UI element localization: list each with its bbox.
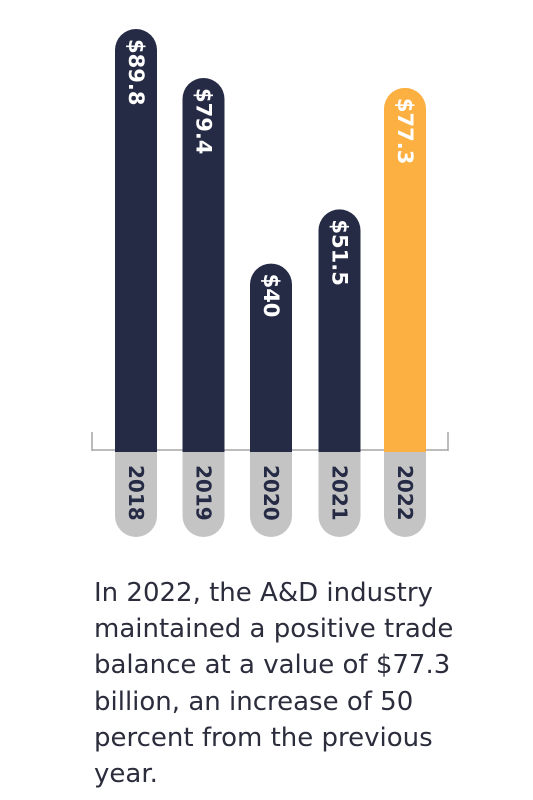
caption-line-4: billion, an increase of 50 <box>94 686 414 717</box>
bar-2019 <box>182 77 225 453</box>
bar-value-label-2019: $79.4 <box>192 88 216 154</box>
chart-caption: In 2022, the A&D industry maintained a p… <box>94 575 519 792</box>
bars-layer: $89.8 2018 $79.4 2019 $40 2020 $51.5 2021 $77.3 2… <box>115 29 426 537</box>
category-label-2018: 2018 <box>124 465 148 521</box>
category-label-2022: 2022 <box>393 465 417 521</box>
caption-line-1: In 2022, the A&D industry <box>94 578 433 608</box>
bar-2020 <box>250 263 292 452</box>
bar-2018 <box>115 29 157 452</box>
bar-value-label-2022: $77.3 <box>393 98 417 164</box>
bar-2022 <box>384 87 426 452</box>
bar-2021 <box>318 209 361 452</box>
caption-line-6: year. <box>94 759 158 790</box>
bar-value-label-2018: $89.8 <box>124 39 148 105</box>
category-label-2020: 2020 <box>259 465 283 521</box>
caption-line-2: maintained a positive trade <box>94 614 454 645</box>
trade-balance-bar-chart: $89.8 2018 $79.4 2019 $40 2020 $51.5 2021 $77.3 2… <box>91 29 449 537</box>
bar-value-label-2021: $51.5 <box>328 219 352 285</box>
category-label-2019: 2019 <box>192 465 216 521</box>
bar-value-label-2020: $40 <box>259 274 283 318</box>
category-label-2021: 2021 <box>328 465 352 521</box>
caption-line-5: percent from the previous <box>94 722 433 753</box>
caption-line-3: balance at a value of $77.3 <box>94 650 451 681</box>
